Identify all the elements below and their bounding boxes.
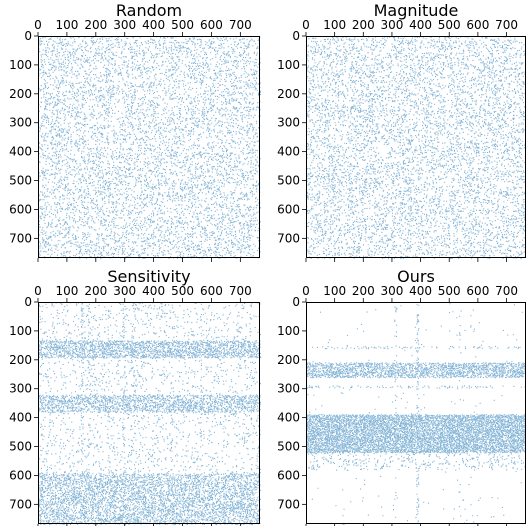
- x-tick-label: 0: [302, 284, 310, 298]
- y-tick-label: 500: [277, 174, 300, 188]
- x-tick-label: 400: [142, 18, 165, 32]
- panel-random: 0 100 200 300 400 500 600 700 0 100 200 300 400 500 60…: [9, 1, 262, 262]
- sparsity-point-cloud: [306, 303, 526, 525]
- x-tick-label: 600: [466, 18, 489, 32]
- y-tick-label: 700: [277, 231, 300, 245]
- x-tick-label: 200: [352, 284, 375, 298]
- y-tick-label: 200: [277, 353, 300, 367]
- y-tick-label: 100: [277, 58, 300, 72]
- x-tick-label: 700: [229, 284, 252, 298]
- plot-area: [38, 36, 260, 258]
- axes-frame: [38, 36, 260, 258]
- panel-magnitude: 0 100 200 300 400 500 600 700 0 100 200 300 400 500 60…: [277, 1, 526, 262]
- y-tick-label: 600: [9, 468, 32, 482]
- axes-frame: [38, 302, 260, 524]
- sparsity-points: [306, 303, 526, 525]
- sparsity-points: [38, 302, 262, 526]
- y-tick-label: 100: [277, 324, 300, 338]
- x-tick-label: 0: [302, 18, 310, 32]
- x-tick-label: 400: [409, 18, 432, 32]
- x-tick-label: 0: [34, 18, 42, 32]
- y-tick-label: 200: [9, 87, 32, 101]
- y-tick-label: 0: [24, 29, 32, 43]
- sparsity-point-cloud: [306, 36, 526, 260]
- x-tick-label: 400: [409, 284, 432, 298]
- panel-sensitivity: 0 100 200 300 400 500 600 700 0 100 200 300 400 500 60…: [9, 267, 262, 526]
- panel-title: Ours: [397, 267, 435, 286]
- x-tick-label: 300: [113, 18, 136, 32]
- y-tick-label: 500: [9, 440, 32, 454]
- x-tick-label: 500: [171, 18, 194, 32]
- y-tick-label: 600: [277, 468, 300, 482]
- x-tick-label: 100: [323, 284, 346, 298]
- sparsity-point-cloud: [38, 302, 262, 526]
- sparsity-points: [306, 36, 526, 260]
- panel-title: Sensitivity: [107, 267, 190, 286]
- x-tick-label: 300: [113, 284, 136, 298]
- x-tick-label: 100: [55, 18, 78, 32]
- x-tick-label: 400: [142, 284, 165, 298]
- x-tick-label: 600: [200, 18, 223, 32]
- sparsity-points: [38, 36, 262, 260]
- panel-title: Magnitude: [374, 1, 459, 20]
- y-tick-label: 700: [9, 497, 32, 511]
- x-tick-label: 700: [495, 284, 518, 298]
- x-tick-label: 100: [323, 18, 346, 32]
- x-tick-label: 600: [200, 284, 223, 298]
- y-tick-label: 100: [9, 58, 32, 72]
- y-tick-label: 0: [292, 29, 300, 43]
- y-tick-label: 300: [277, 116, 300, 130]
- x-tick-label: 200: [84, 284, 107, 298]
- y-tick-label: 700: [277, 497, 300, 511]
- y-tick-label: 400: [9, 145, 32, 159]
- y-tick-label: 500: [9, 174, 32, 188]
- sparsity-point-cloud: [38, 36, 262, 260]
- y-tick-label: 300: [277, 382, 300, 396]
- x-tick-label: 700: [229, 18, 252, 32]
- y-tick-label: 600: [277, 202, 300, 216]
- y-tick-label: 400: [277, 411, 300, 425]
- x-tick-label: 100: [55, 284, 78, 298]
- y-tick-label: 200: [277, 87, 300, 101]
- x-tick-label: 300: [380, 284, 403, 298]
- y-tick-label: 0: [292, 295, 300, 309]
- x-tick-label: 300: [380, 18, 403, 32]
- x-tick-label: 500: [438, 18, 461, 32]
- y-tick-label: 300: [9, 116, 32, 130]
- y-tick-label: 200: [9, 353, 32, 367]
- x-tick-label: 0: [34, 284, 42, 298]
- y-tick-label: 300: [9, 382, 32, 396]
- x-tick-label: 700: [495, 18, 518, 32]
- panel-ours: 0 100 200 300 400 500 600 700 0 100 200 300 400 500 60…: [277, 267, 526, 526]
- y-tick-label: 700: [9, 231, 32, 245]
- x-tick-label: 500: [171, 284, 194, 298]
- plot-area: [306, 302, 526, 524]
- y-tick-label: 500: [277, 440, 300, 454]
- panel-title: Random: [116, 1, 182, 20]
- x-tick-label: 600: [466, 284, 489, 298]
- y-tick-label: 400: [277, 145, 300, 159]
- y-tick-label: 100: [9, 324, 32, 338]
- y-tick-label: 0: [24, 295, 32, 309]
- y-tick-label: 600: [9, 202, 32, 216]
- x-tick-label: 200: [84, 18, 107, 32]
- x-tick-label: 200: [352, 18, 375, 32]
- y-tick-label: 400: [9, 411, 32, 425]
- x-tick-label: 500: [438, 284, 461, 298]
